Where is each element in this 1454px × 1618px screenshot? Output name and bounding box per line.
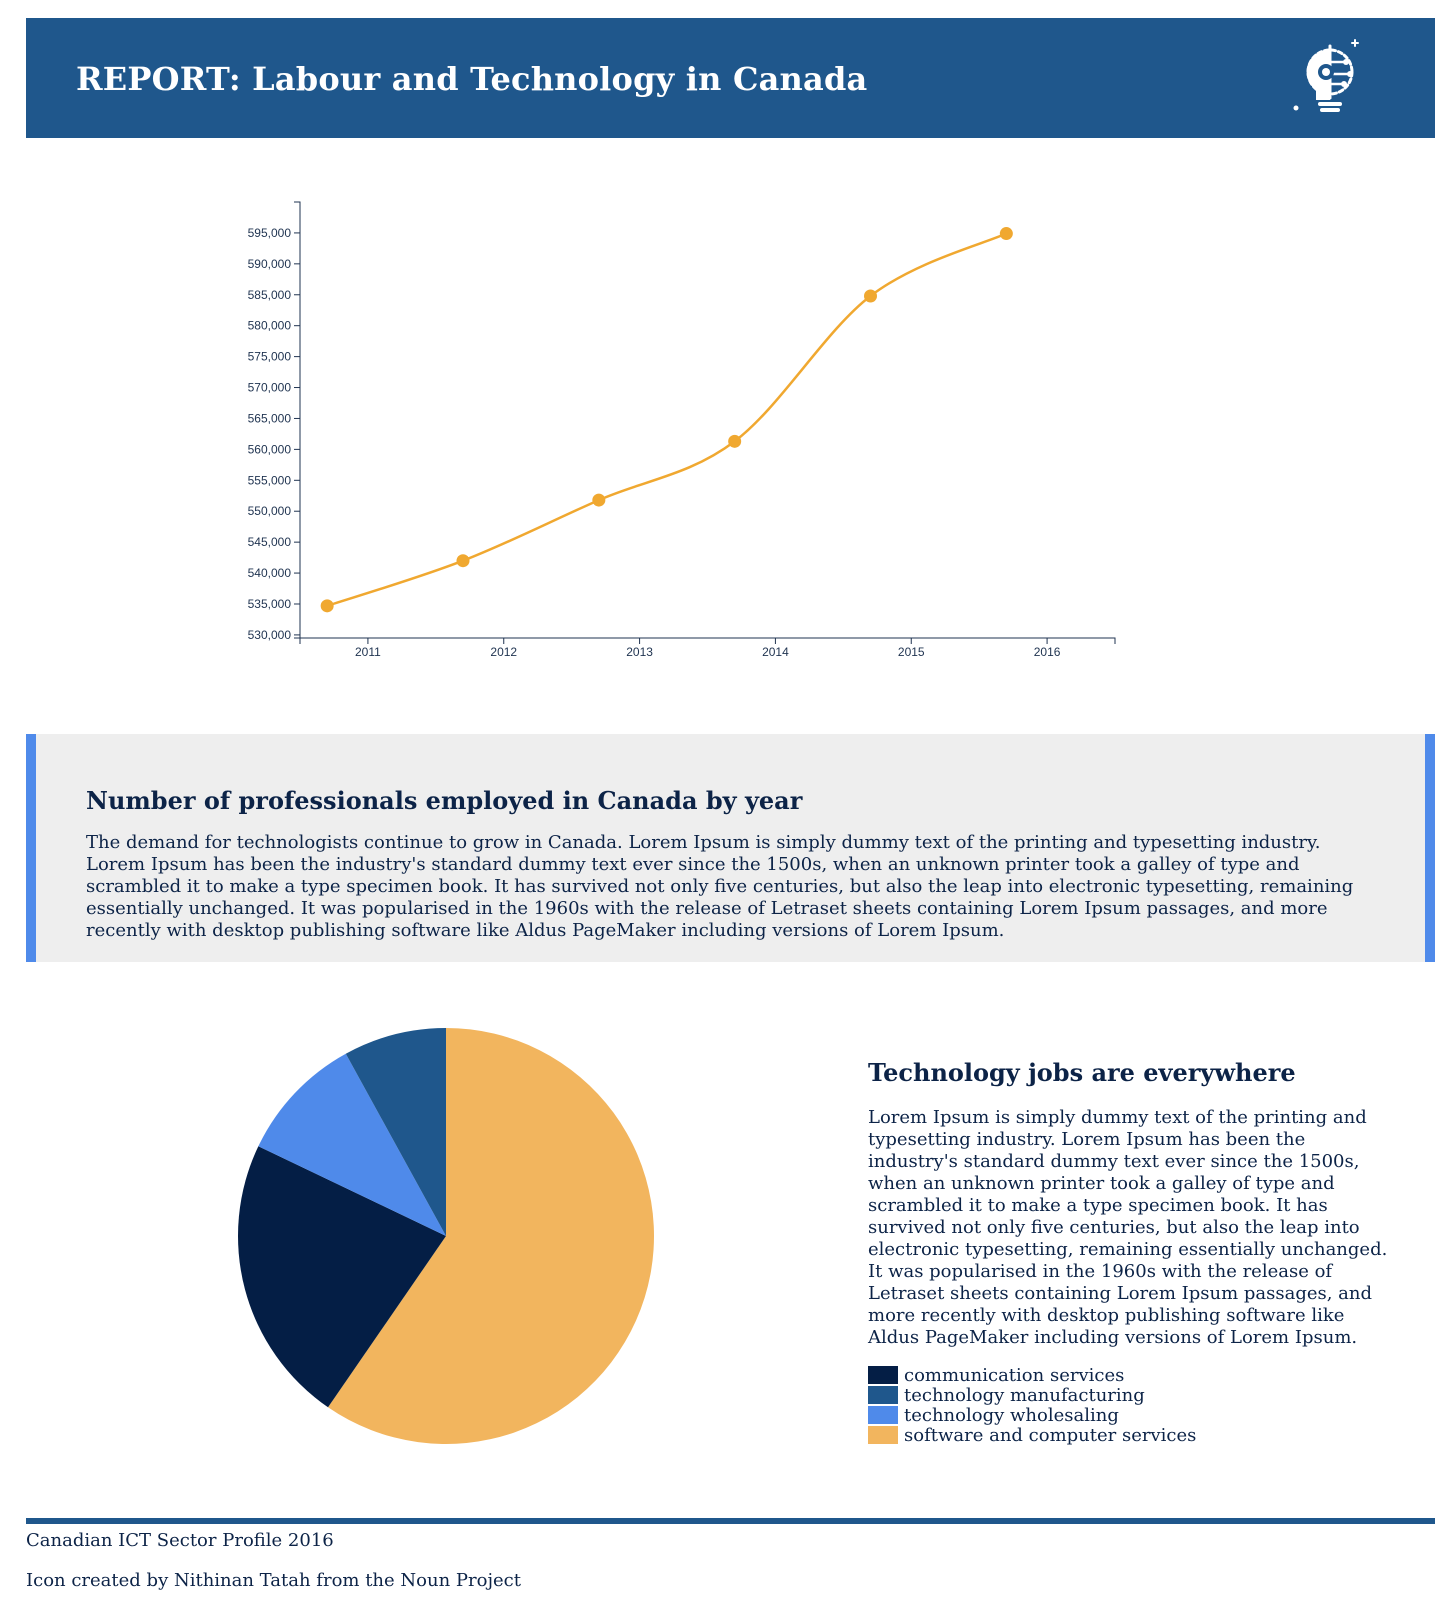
legend-label: software and computer services: [904, 1424, 1197, 1446]
data-point: [728, 434, 742, 448]
y-tick-label: 530,000: [248, 628, 292, 642]
y-axis-line: [294, 201, 301, 639]
employment-line-chart: 530,000 535,000 540,000 545,000 550,000 555,0…: [248, 201, 1116, 659]
pie-slice-software-and-computer-services: [328, 1028, 655, 1444]
data-point: [592, 493, 606, 507]
pie-legend: communication services technology manufa…: [868, 1364, 1398, 1446]
data-point: [456, 554, 470, 568]
lightbulb-gear-circuit-icon: [1293, 39, 1359, 112]
footer-source: Canadian ICT Sector Profile 2016: [26, 1530, 334, 1551]
y-tick-label: 565,000: [248, 411, 292, 425]
x-axis-line: [299, 637, 1116, 644]
x-tick-label: 2013: [626, 645, 653, 659]
employment-line: [326, 232, 1007, 608]
legend-swatch: [868, 1366, 898, 1384]
y-tick-label: 540,000: [248, 566, 292, 580]
data-point: [320, 599, 334, 613]
jobs-title: Technology jobs are everywhere: [868, 1058, 1296, 1087]
y-tick-label: 585,000: [248, 288, 292, 302]
legend-swatch: [868, 1426, 898, 1444]
y-tick-label: 555,000: [248, 473, 292, 487]
jobs-text: Lorem Ipsum is simply dummy text of the …: [868, 1107, 1388, 1348]
employment-info-box: Number of professionals employed in Cana…: [26, 734, 1435, 962]
y-tick-label: 575,000: [248, 350, 292, 364]
x-tick-label: 2015: [898, 645, 925, 659]
x-tick-label: 2016: [1034, 645, 1061, 659]
legend-swatch: [868, 1386, 898, 1404]
y-tick-label: 535,000: [248, 597, 292, 611]
y-tick-label: 550,000: [248, 504, 292, 518]
footer-icon-credit: Icon created by Nithinan Tatah from the …: [26, 1570, 521, 1591]
y-tick-label: 570,000: [248, 381, 292, 395]
pie-slice-communication-services: [238, 1146, 446, 1408]
pie-slice-technology-wholesaling: [258, 1053, 446, 1236]
info-text: The demand for technologists continue to…: [86, 832, 1354, 941]
y-tick-label: 580,000: [248, 319, 292, 333]
x-tick-label: 2012: [490, 645, 517, 659]
y-tick-label: 595,000: [248, 226, 292, 240]
legend-item-technology-wholesaling: technology wholesaling: [868, 1404, 1398, 1426]
legend-label: technology wholesaling: [904, 1404, 1119, 1426]
data-point: [864, 289, 877, 303]
data-point: [999, 227, 1013, 241]
legend-label: communication services: [904, 1364, 1125, 1386]
jobs-section: Technology jobs are everywhere Lorem Ips…: [868, 1058, 1398, 1446]
y-tick-label: 560,000: [248, 442, 292, 456]
legend-item-technology-manufacturing: technology manufacturing: [868, 1384, 1398, 1406]
info-title: Number of professionals employed in Cana…: [86, 786, 803, 815]
jobs-pie-chart: [238, 1028, 655, 1444]
pie-slice-technology-manufacturing: [345, 1028, 446, 1236]
page-title: REPORT: Labour and Technology in Canada: [76, 60, 868, 98]
report-header: REPORT: Labour and Technology in Canada: [26, 18, 1435, 138]
y-tick-label: 545,000: [248, 535, 292, 549]
footer-divider: [26, 1518, 1435, 1524]
legend-item-software-and-computer-services: software and computer services: [868, 1424, 1398, 1446]
legend-item-communication-services: communication services: [868, 1364, 1398, 1386]
legend-swatch: [868, 1406, 898, 1424]
legend-label: technology manufacturing: [904, 1384, 1145, 1406]
x-tick-label: 2014: [762, 645, 789, 659]
y-tick-label: 590,000: [248, 257, 292, 271]
x-tick-label: 2011: [355, 645, 381, 659]
